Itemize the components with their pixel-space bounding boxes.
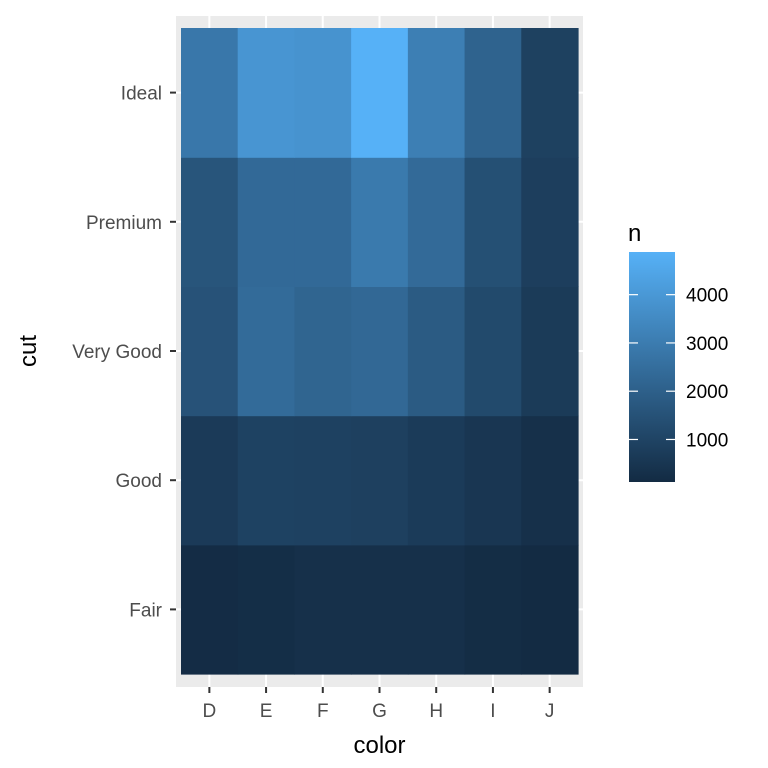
heatmap-cell-ideal-f <box>294 28 352 158</box>
x-tick-label: D <box>202 701 216 722</box>
heatmap-cell-fair-e <box>237 544 296 675</box>
y-axis-title: cut <box>15 335 42 367</box>
y-tick-label: Good <box>116 471 162 492</box>
heatmap-cell-good-d <box>181 415 239 546</box>
heatmap-cell-very-good-h <box>407 286 466 417</box>
heatmap-cell-premium-d <box>181 157 239 287</box>
heatmap-cell-ideal-d <box>181 28 239 158</box>
y-tick-label: Fair <box>129 600 162 621</box>
heatmap-cell-ideal-e <box>237 28 296 158</box>
legend-colorbar <box>629 252 675 482</box>
heatmap-cell-good-g <box>351 415 409 546</box>
heatmap-cell-fair-j <box>521 544 579 675</box>
x-axis-title: color <box>353 732 405 759</box>
heatmap-cell-premium-e <box>237 157 296 287</box>
heatmap-cell-very-good-e <box>237 286 296 417</box>
heatmap-cell-premium-j <box>521 157 579 287</box>
legend: n 1000 2000 3000 4000 <box>628 220 728 482</box>
heatmap-cell-premium-i <box>464 157 522 287</box>
heatmap-cell-fair-g <box>351 544 409 675</box>
y-tick-label: Premium <box>86 213 162 234</box>
heatmap-cell-fair-d <box>181 544 239 675</box>
heatmap-cell-good-h <box>407 415 466 546</box>
heatmap-cell-fair-i <box>464 544 522 675</box>
heatmap-cell-premium-h <box>407 157 466 287</box>
legend-tick-label: 1000 <box>686 430 728 451</box>
heatmap-cell-ideal-h <box>407 28 466 158</box>
heatmap-cell-good-e <box>237 415 296 546</box>
legend-tick-label: 3000 <box>686 334 728 355</box>
heatmap-cells <box>181 28 579 675</box>
heatmap-cell-fair-h <box>407 544 466 675</box>
heatmap-cell-ideal-j <box>521 28 579 158</box>
x-tick-label: H <box>429 701 443 722</box>
heatmap-cell-very-good-f <box>294 286 352 417</box>
y-tick-label: Ideal <box>121 84 162 105</box>
x-tick-label: J <box>545 701 555 722</box>
x-axis: D E F G H I J <box>202 687 554 722</box>
legend-ticks: 1000 2000 3000 4000 <box>629 286 728 451</box>
heatmap-cell-fair-f <box>294 544 352 675</box>
x-tick-label: E <box>260 701 273 722</box>
heatmap-cell-premium-f <box>294 157 352 287</box>
x-tick-label: I <box>490 701 495 722</box>
legend-tick-label: 4000 <box>686 286 728 307</box>
x-tick-label: F <box>317 701 329 722</box>
heatmap-cell-very-good-g <box>351 286 409 417</box>
heatmap-cell-very-good-j <box>521 286 579 417</box>
y-axis: Fair Good Very Good Premium Ideal <box>72 84 176 621</box>
heatmap-cell-good-f <box>294 415 352 546</box>
y-tick-label: Very Good <box>72 342 162 363</box>
heatmap-cell-good-i <box>464 415 522 546</box>
heatmap-cell-very-good-i <box>464 286 522 417</box>
heatmap-cell-good-j <box>521 415 579 546</box>
legend-tick-label: 2000 <box>686 382 728 403</box>
legend-title: n <box>628 220 641 247</box>
x-tick-label: G <box>372 701 387 722</box>
heatmap-cell-premium-g <box>351 157 409 287</box>
heatmap-cell-ideal-i <box>464 28 522 158</box>
heatmap-cell-very-good-d <box>181 286 239 417</box>
heatmap-cell-ideal-g <box>351 28 409 158</box>
